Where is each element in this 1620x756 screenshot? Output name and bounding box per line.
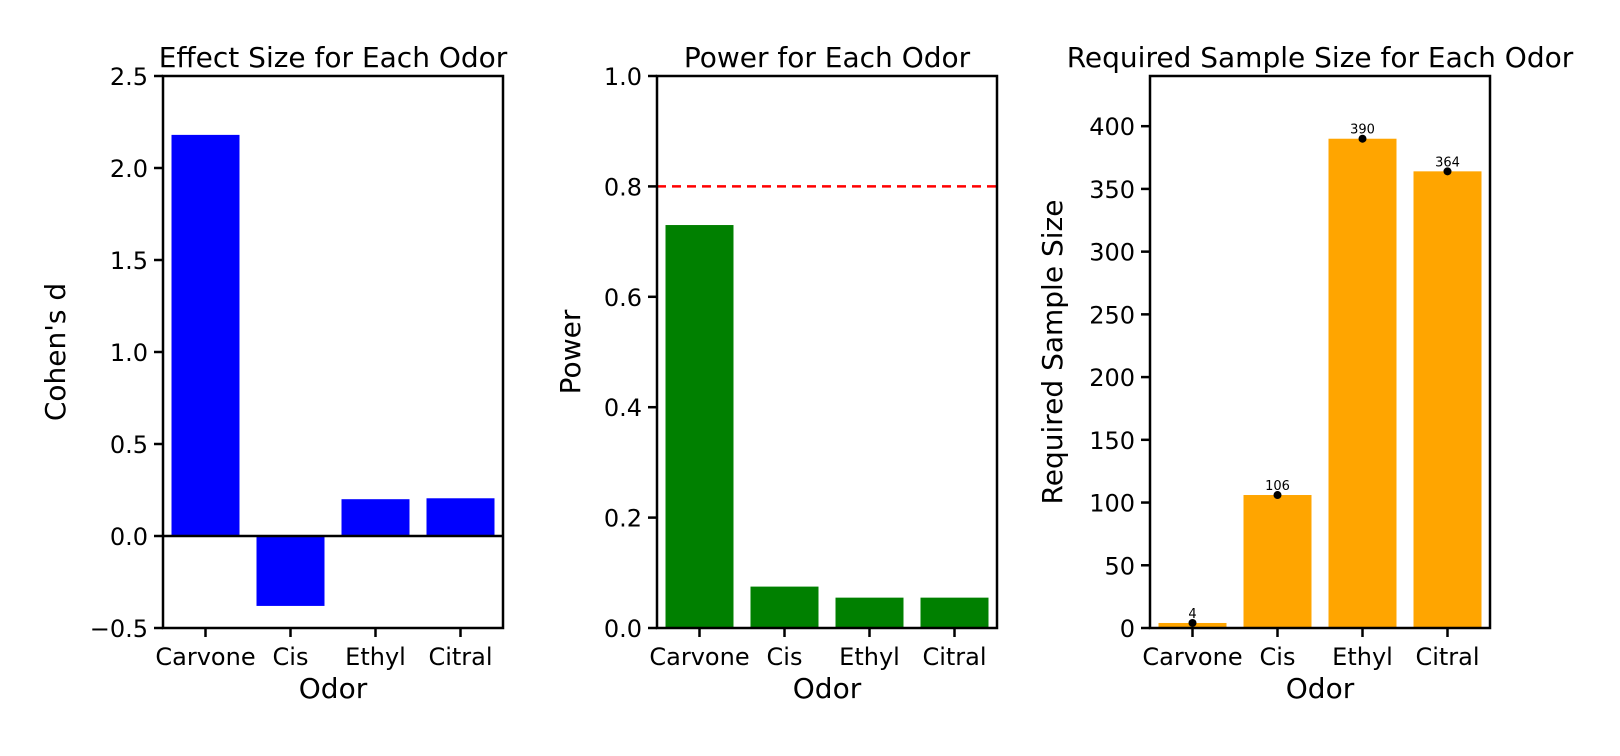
data-label: 390 — [1350, 123, 1375, 138]
chart-panel-2: 0.0 0.2 0.4 0.6 0.8 1.0 Carvone Cis Ethyl Citral P… — [554, 41, 999, 705]
x-axis-label: Odor — [1286, 672, 1355, 705]
x-tick-label: Citral — [1415, 643, 1479, 671]
bar-citral — [920, 597, 989, 628]
chart-title: Power for Each Odor — [684, 41, 971, 74]
bar-ethyl — [341, 499, 410, 536]
y-tick-label: 1.0 — [110, 339, 148, 367]
y-tick-label: 0.0 — [110, 523, 148, 551]
x-tick-label: Cis — [767, 643, 803, 671]
x-tick-label: Ethyl — [839, 643, 900, 671]
bar-cis — [750, 586, 819, 628]
value-marker — [1188, 618, 1197, 627]
y-tick-label: 300 — [1089, 239, 1135, 267]
value-marker — [1443, 167, 1452, 176]
axes-frame — [655, 74, 999, 630]
y-tick-label: 200 — [1089, 364, 1135, 392]
y-tick-label: 150 — [1089, 427, 1135, 455]
value-marker — [1358, 134, 1367, 143]
bar-ethyl — [1328, 138, 1397, 628]
y-tick-label: −0.5 — [90, 615, 148, 643]
x-tick-label: Cis — [273, 643, 309, 671]
y-axis-label: Required Sample Size — [1036, 200, 1069, 505]
x-tick-label: Ethyl — [345, 643, 406, 671]
y-tick-label: 2.0 — [110, 155, 148, 183]
y-tick-label: 100 — [1089, 490, 1135, 518]
y-tick-label: 350 — [1089, 176, 1135, 204]
y-tick-label: 0.8 — [604, 173, 642, 201]
x-tick-label: Carvone — [649, 643, 749, 671]
data-label: 106 — [1265, 479, 1290, 494]
chart-title: Required Sample Size for Each Odor — [1067, 41, 1574, 74]
bar-citral — [1413, 171, 1482, 628]
y-tick-label: 1.0 — [604, 63, 642, 91]
chart-panel-1: −0.5 0.0 0.5 1.0 1.5 2.0 2.5 Carvone Cis Ethyl Cit… — [39, 41, 508, 705]
x-axis-label: Odor — [793, 672, 862, 705]
y-tick-label: 0.0 — [604, 615, 642, 643]
x-tick-label: Carvone — [1142, 643, 1242, 671]
x-tick-label: Cis — [1260, 643, 1296, 671]
y-tick-label: 2.5 — [110, 63, 148, 91]
bar-carvone — [665, 225, 734, 629]
bar-ethyl — [835, 597, 904, 628]
y-tick-label: 0 — [1120, 615, 1135, 643]
x-tick-label: Citral — [428, 643, 492, 671]
y-tick-label: 250 — [1089, 301, 1135, 329]
y-tick-label: 400 — [1089, 113, 1135, 141]
y-axis-label: Cohen's d — [39, 283, 72, 421]
y-axis-label: Power — [554, 309, 587, 394]
x-tick-label: Citral — [922, 643, 986, 671]
data-label: 364 — [1435, 155, 1460, 170]
x-axis-label: Odor — [299, 672, 368, 705]
bar-cis — [256, 536, 325, 606]
y-tick-label: 50 — [1104, 552, 1135, 580]
value-marker — [1273, 491, 1282, 500]
data-label: 4 — [1188, 607, 1196, 622]
chart-title: Effect Size for Each Odor — [159, 41, 508, 74]
axes-frame — [1148, 74, 1492, 630]
y-tick-label: 0.2 — [604, 505, 642, 533]
x-tick-label: Ethyl — [1332, 643, 1393, 671]
bar-cis — [1243, 495, 1312, 628]
bar-carvone — [171, 134, 240, 536]
bar-citral — [426, 498, 495, 536]
chart-panel-3: 4 106 390 364 0 50 100 150 200 250 300 350 400 Carvon… — [1036, 41, 1574, 705]
y-tick-label: 1.5 — [110, 247, 148, 275]
y-tick-label: 0.6 — [604, 284, 642, 312]
x-tick-label: Carvone — [155, 643, 255, 671]
y-tick-label: 0.4 — [604, 394, 642, 422]
y-tick-label: 0.5 — [110, 431, 148, 459]
